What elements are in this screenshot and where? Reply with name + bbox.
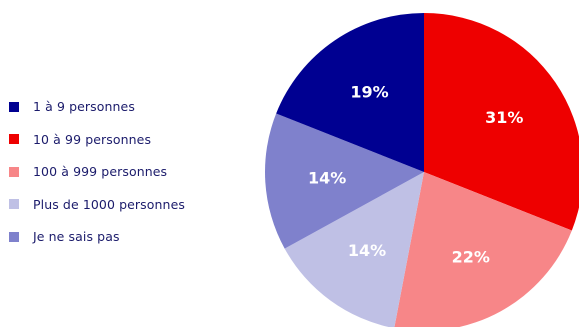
pie-slice-label: 22%: [452, 248, 490, 267]
pie-slice: [394, 172, 572, 327]
legend-item: Je ne sais pas: [9, 228, 185, 245]
legend-label: 1 à 9 personnes: [33, 99, 135, 114]
pie-slice-label: 19%: [350, 82, 388, 101]
legend-swatch: [9, 101, 19, 112]
legend-swatch: [9, 134, 19, 144]
legend-label: Je ne sais pas: [33, 229, 120, 244]
pie-slice-label: 31%: [485, 108, 523, 127]
legend-swatch: [9, 231, 19, 242]
legend-item: 10 à 99 personnes: [9, 131, 185, 148]
pie-slice: [284, 172, 424, 327]
legend-item: 1 à 9 personnes: [9, 98, 185, 115]
legend-item: 100 à 999 personnes: [9, 163, 185, 180]
chart-legend: 1 à 9 personnes 10 à 99 personnes 100 à …: [9, 98, 185, 261]
pie-slice-label: 14%: [348, 241, 386, 260]
legend-label: Plus de 1000 personnes: [33, 196, 185, 212]
legend-label: 10 à 99 personnes: [33, 131, 152, 147]
legend-label: 100 à 999 personnes: [33, 164, 168, 179]
pie-slice: [264, 113, 424, 249]
legend-item: Plus de 1000 personnes: [9, 196, 185, 213]
pie-slice-label: 14%: [308, 169, 346, 188]
pie-slice: [424, 13, 579, 231]
pie-slice: [276, 13, 424, 172]
legend-swatch: [9, 166, 19, 177]
legend-swatch: [9, 199, 19, 209]
